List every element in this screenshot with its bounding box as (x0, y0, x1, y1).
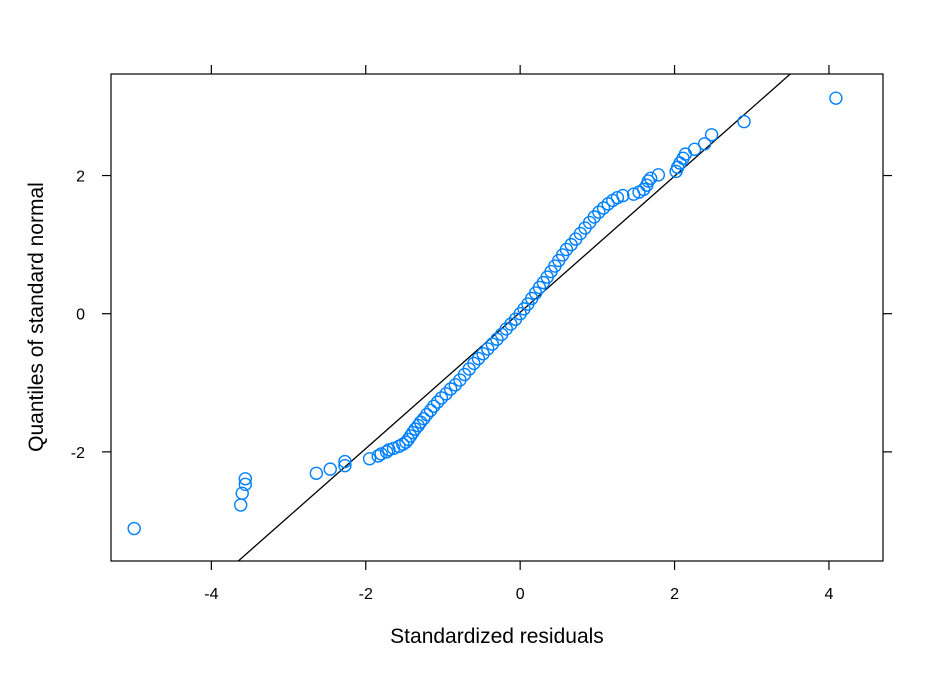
data-point (420, 407, 434, 422)
data-point (416, 411, 431, 426)
data-point (471, 351, 486, 366)
data-point (559, 242, 574, 257)
data-point (434, 391, 449, 405)
x-axis-title: Standardized residuals (390, 625, 604, 648)
data-point (403, 429, 418, 443)
y-tick-label: 2 (76, 169, 85, 186)
data-point (235, 486, 249, 501)
data-point (439, 387, 453, 401)
data-point (238, 477, 253, 492)
data-point (499, 322, 513, 336)
data-point (401, 432, 415, 447)
data-point (687, 142, 702, 156)
data-point (504, 317, 518, 331)
data-point (426, 399, 441, 413)
data-point (616, 188, 630, 203)
data-point (513, 307, 527, 321)
data-point (485, 337, 500, 351)
x-tick-label: 4 (825, 586, 834, 603)
data-point (532, 280, 547, 295)
data-point (490, 332, 504, 346)
plot-frame (110, 73, 884, 562)
data-point (323, 462, 337, 476)
data-point (127, 521, 141, 536)
data-point (448, 378, 463, 392)
data-point (697, 137, 712, 151)
data-point (636, 182, 651, 197)
ticks-layer: -4 -2 0 2 4 -2 0 2 (71, 65, 892, 603)
data-point (643, 171, 658, 186)
data-point (371, 449, 385, 463)
reference-line (237, 74, 792, 561)
data-point (338, 458, 352, 473)
data-point (362, 452, 377, 466)
data-point (517, 302, 531, 316)
data-point (596, 201, 611, 215)
data-point (678, 147, 693, 161)
data-point (476, 347, 490, 361)
data-point (423, 403, 438, 418)
data-point (338, 454, 352, 469)
points-layer (127, 91, 843, 536)
data-point (587, 210, 601, 224)
data-point (704, 128, 719, 142)
data-point (379, 445, 394, 459)
data-point (467, 356, 481, 371)
data-point (737, 114, 751, 129)
data-point (309, 466, 324, 480)
data-point (829, 91, 843, 105)
reference-line-layer (237, 74, 792, 561)
data-point (443, 382, 458, 396)
data-point (601, 197, 615, 211)
data-point (651, 168, 666, 182)
x-tick-label: 0 (516, 586, 525, 603)
y-axis-title: Quantiles of standard normal (25, 182, 48, 452)
data-point (233, 498, 248, 512)
data-point (481, 342, 495, 356)
data-point (592, 205, 606, 219)
y-tick-label: -2 (71, 445, 85, 462)
x-tick-label: 2 (670, 586, 679, 603)
data-point (641, 174, 656, 188)
data-point (238, 472, 253, 486)
data-point (430, 395, 445, 409)
y-tick-label: 0 (76, 307, 85, 324)
x-tick-label: -2 (359, 586, 373, 603)
x-tick-label: -4 (204, 586, 218, 603)
